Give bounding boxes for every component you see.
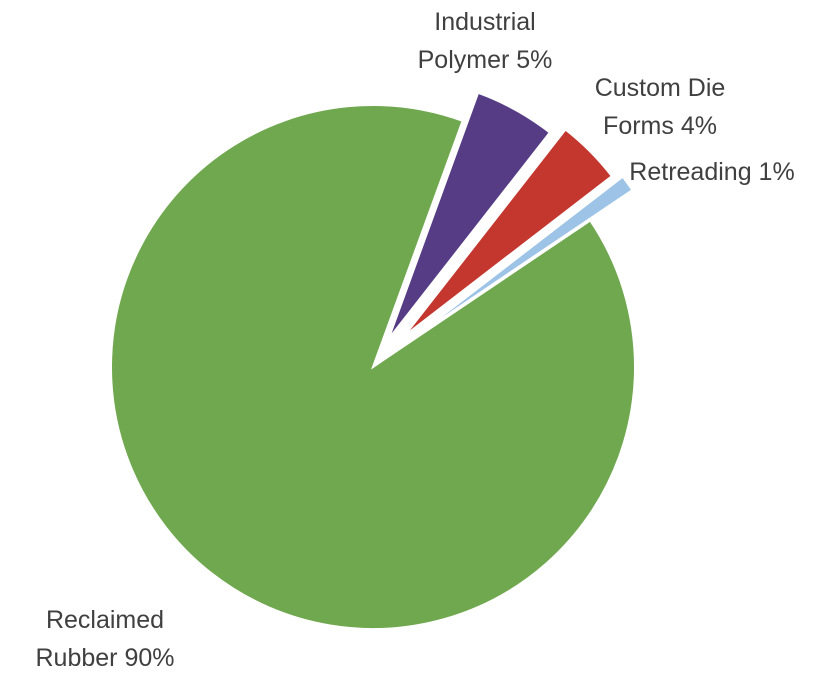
pie-label-retreading: Retreading 1% [629,158,794,186]
pie-label-line: Forms 4% [603,112,717,140]
pie-label-line: Retreading 1% [629,158,794,186]
pie-label-reclaimed-rubber: Reclaimed Rubber 90% [36,606,175,672]
pie-label-line: Custom Die [595,74,726,102]
pie-label-line: Industrial [434,8,535,36]
pie-label-line: Polymer 5% [418,46,553,74]
pie-label-line: Rubber 90% [36,644,175,672]
pie-slice-reclaimed-rubber [110,104,636,630]
pie-label-line: Reclaimed [46,606,164,634]
pie-slice-retreading [414,175,634,338]
pie-slices [110,91,636,630]
pie-label-industrial-polymer: Industrial Polymer 5% [418,8,553,74]
pie-slice-industrial-polymer [387,91,552,340]
pie-labels: Industrial Polymer 5% Custom Die Forms 4% Re… [36,8,795,672]
pie-label-custom-die-forms: Custom Die Forms 4% [595,74,726,140]
pie-slice-custom-die-forms [403,128,614,337]
